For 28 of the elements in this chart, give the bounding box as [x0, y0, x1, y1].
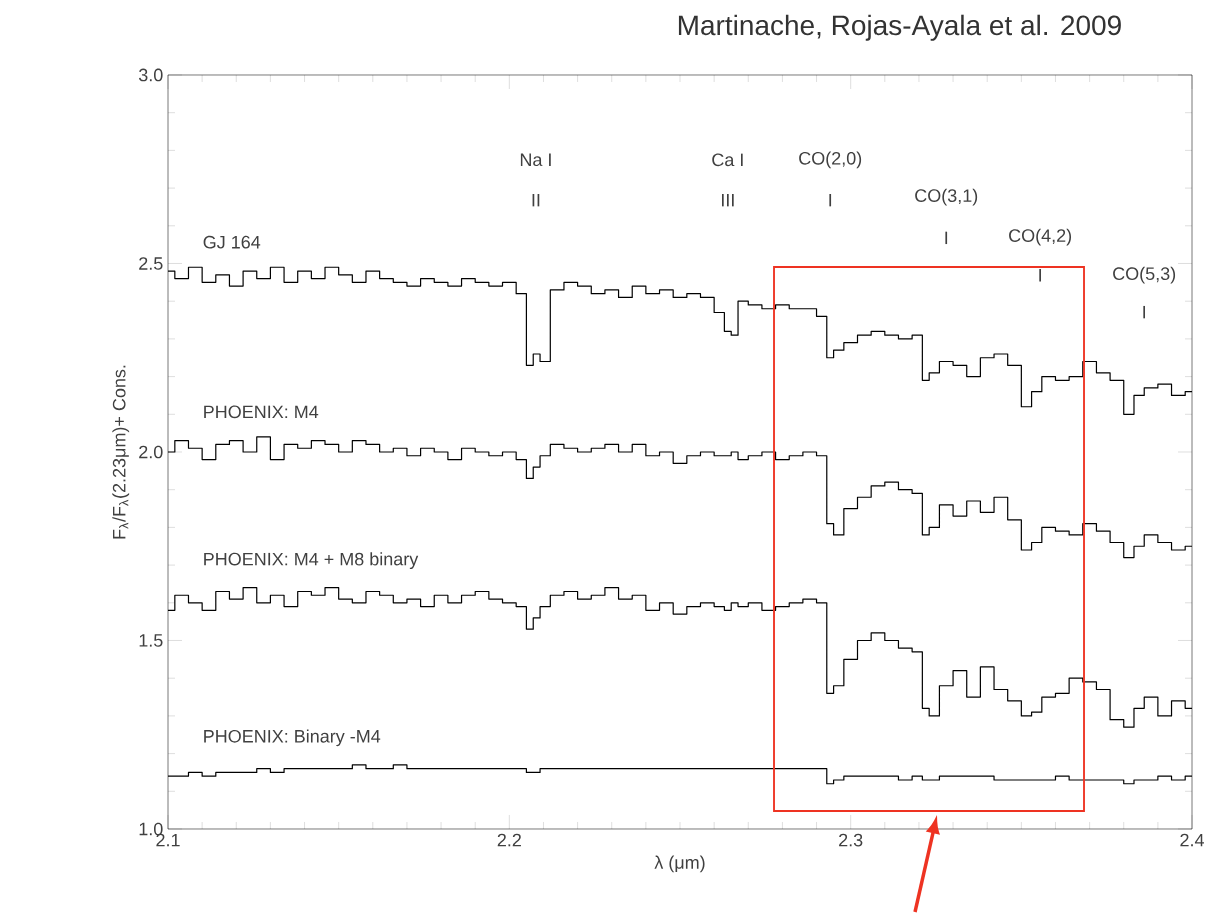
- x-tick-label: 2.3: [839, 833, 863, 847]
- annotation: CO(4,2): [1009, 228, 1072, 246]
- annotation: I: [945, 231, 948, 245]
- y-axis-title: F$_{λ}$/F$_{λ}$(2.23μm)+ Cons.: [112, 365, 130, 539]
- series-label: GJ 164: [203, 235, 261, 249]
- series-label: PHOENIX: Binary -M4: [204, 729, 381, 747]
- annotation: II: [532, 193, 540, 207]
- annotation: Ca I: [712, 153, 743, 167]
- y-tick-label: 2.5: [139, 257, 163, 270]
- annotation: III: [721, 193, 734, 207]
- text: Martinache, Rojas-Ayala et al. 2009: [678, 14, 1121, 41]
- annotation: CO(2,0): [799, 151, 862, 169]
- annotation: I: [1039, 269, 1041, 282]
- y-tick-label: 1.0: [139, 822, 163, 836]
- annotation: Na I: [520, 153, 551, 167]
- y-tick-label: 1.5: [139, 634, 163, 647]
- series-label: PHOENIX: M4 + M8 binary: [204, 552, 419, 570]
- x-tick-label: 2.2: [497, 833, 521, 847]
- annotation: I: [829, 193, 832, 207]
- annotation: I: [1143, 305, 1146, 319]
- y-tick-label: 2.0: [139, 445, 163, 459]
- annotation: CO(3,1): [915, 188, 978, 206]
- x-tick-label: 2.1: [156, 833, 180, 847]
- x-tick-label: 2.4: [1180, 833, 1204, 847]
- series-label: PHOENIX: M4: [204, 405, 319, 419]
- annotation: CO(5,3): [1113, 266, 1176, 284]
- x-axis-title: λ (μm): [654, 855, 705, 873]
- y-tick-label: 3.0: [138, 68, 163, 82]
